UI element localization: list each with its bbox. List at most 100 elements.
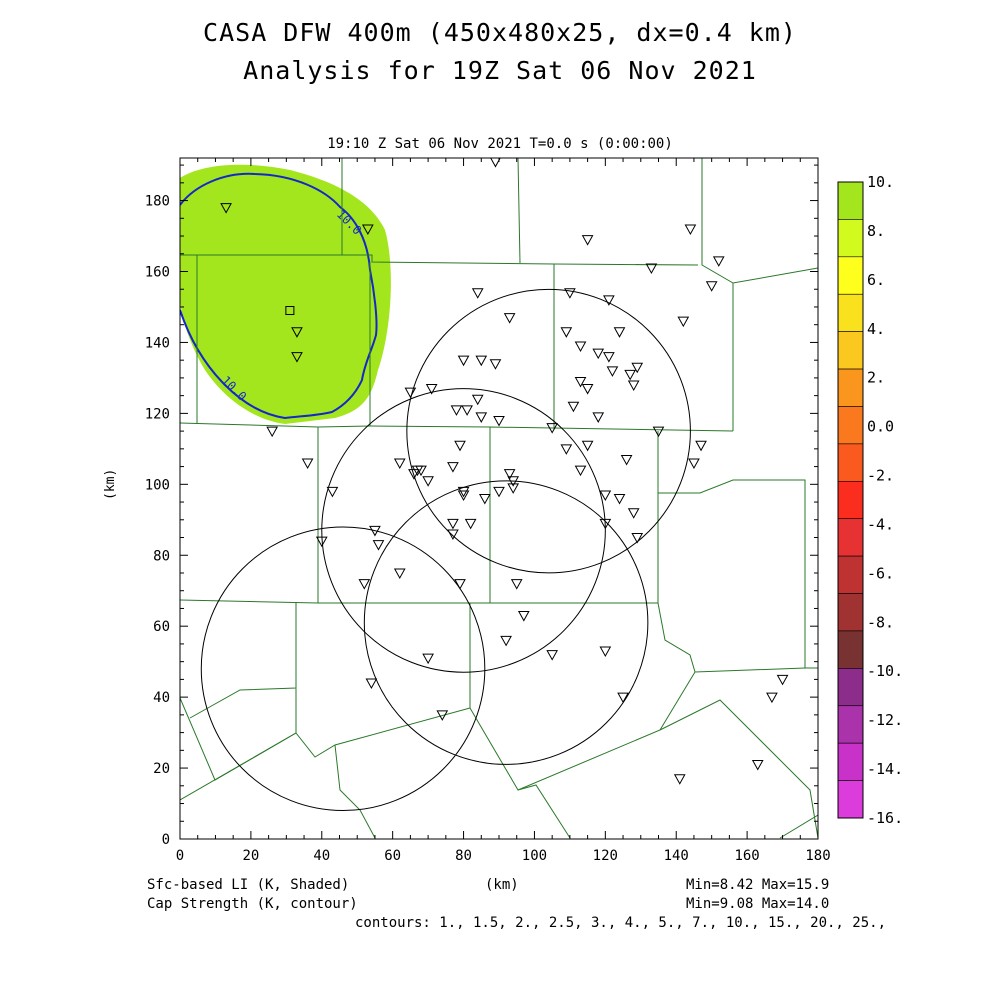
- colorbar-swatch: [837, 742, 864, 781]
- station-marker: [447, 462, 459, 473]
- county-boundaries: [180, 158, 818, 839]
- y-tick-label: 80: [153, 548, 170, 564]
- x-tick-label: 80: [455, 848, 472, 864]
- station-marker: [454, 579, 466, 590]
- station-marker: [457, 486, 470, 498]
- colorbar-label: 8.: [867, 222, 885, 240]
- station-marker: [517, 611, 530, 622]
- x-tick-label: 100: [522, 848, 547, 864]
- station-marker: [454, 440, 466, 452]
- x-tick-label: 140: [664, 848, 689, 864]
- axis-ticks: [179, 158, 819, 840]
- colorbar-label: -12.: [867, 711, 903, 729]
- colorbar: 10. 8. 6. 4. 2. 0.0 -2. -4. -6. -8. -10. -12. -14. -1…: [837, 173, 903, 827]
- station-marker: [447, 529, 459, 540]
- contour-field-label: Cap Strength (K, contour): [147, 896, 358, 912]
- station-marker: [220, 203, 232, 214]
- station-marker: [712, 256, 725, 267]
- station-marker: [627, 380, 640, 392]
- station-marker: [673, 774, 686, 785]
- station-marker: [592, 412, 605, 423]
- station-marker: [362, 224, 374, 235]
- station-marker: [645, 263, 658, 274]
- station-marker: [581, 384, 594, 395]
- station-marker: [620, 454, 633, 466]
- y-tick-label: 160: [145, 265, 170, 281]
- station-marker: [301, 458, 314, 470]
- station-marker: [489, 359, 502, 370]
- station-marker: [422, 653, 434, 665]
- station-marker: [776, 674, 789, 686]
- station-marker: [603, 352, 615, 363]
- colorbar-swatch: [837, 368, 864, 407]
- station-marker: [507, 483, 520, 494]
- station-marker: [546, 423, 559, 434]
- colorbar-swatch: [837, 181, 864, 220]
- radar-range-ring: [363, 480, 649, 765]
- station-marker: [599, 490, 612, 501]
- station-marker: [564, 288, 576, 299]
- radar-range-ring: [406, 288, 691, 574]
- colorbar-swatch: [837, 780, 864, 819]
- station-marker: [408, 469, 420, 480]
- station-marker: [613, 327, 626, 338]
- y-tick-label: 40: [153, 690, 170, 706]
- station-marker: [592, 348, 605, 360]
- x-tick-label: 120: [593, 848, 618, 864]
- station-marker: [471, 394, 484, 406]
- colorbar-swatch: [837, 293, 864, 332]
- station-marker: [447, 518, 459, 530]
- colorbar-label: 10.: [867, 173, 894, 191]
- station-marker: [627, 508, 640, 519]
- colorbar-swatch: [837, 630, 864, 669]
- colorbar-swatch: [837, 219, 864, 258]
- station-marker: [266, 426, 279, 438]
- station-marker: [574, 341, 587, 353]
- y-tick-label: 20: [153, 761, 170, 777]
- axis-tick-labels: 0 20 40 60 80 100 120 140 160 180 0 20 40 60 80 100 120 1…: [145, 194, 831, 864]
- station-marker: [560, 327, 573, 338]
- station-marker: [315, 536, 328, 548]
- station-marker: [457, 355, 470, 367]
- colorbar-swatch: [837, 705, 864, 744]
- station-marker: [422, 476, 434, 487]
- station-marker: [560, 444, 573, 455]
- station-marker: [500, 635, 512, 647]
- colorbar-swatch: [837, 555, 864, 594]
- colorbar-label: 6.: [867, 271, 885, 289]
- station-marker: [411, 465, 424, 477]
- y-tick-label: 0: [162, 832, 170, 848]
- station-marker: [503, 469, 516, 480]
- chart-title-line-2: Analysis for 19Z Sat 06 Nov 2021: [243, 56, 757, 85]
- station-marker: [574, 376, 587, 388]
- station-marker: [617, 692, 629, 704]
- station-marker: [631, 533, 644, 544]
- station-marker: [457, 490, 470, 501]
- y-tick-label: 60: [153, 619, 170, 635]
- station-marker: [393, 568, 406, 580]
- station-marker: [415, 465, 427, 477]
- station-marker: [677, 316, 690, 328]
- colorbar-label: 4.: [867, 320, 885, 338]
- station-marker: [581, 440, 594, 452]
- colorbar-swatch: [837, 668, 864, 707]
- x-tick-label: 0: [176, 848, 184, 864]
- station-marker: [684, 224, 697, 235]
- station-marker: [436, 710, 449, 721]
- colorbar-label: -4.: [867, 515, 894, 533]
- station-marker: [291, 327, 303, 338]
- x-axis-label: (km): [485, 877, 519, 893]
- li-shaded-region: [180, 164, 391, 424]
- station-marker: [493, 486, 505, 498]
- observation-stations: [220, 158, 789, 785]
- station-marker: [365, 678, 378, 689]
- station-marker: [613, 494, 626, 505]
- contour-levels: contours: 1., 1.5, 2., 2.5, 3., 4., 5., …: [355, 915, 887, 931]
- station-marker: [631, 362, 644, 374]
- radar-range-rings: [200, 288, 691, 812]
- cap-strength-contour-10: [180, 172, 378, 420]
- station-marker: [581, 235, 594, 246]
- y-tick-label: 120: [145, 406, 170, 422]
- radar-range-ring: [200, 526, 486, 812]
- x-tick-label: 180: [805, 848, 830, 864]
